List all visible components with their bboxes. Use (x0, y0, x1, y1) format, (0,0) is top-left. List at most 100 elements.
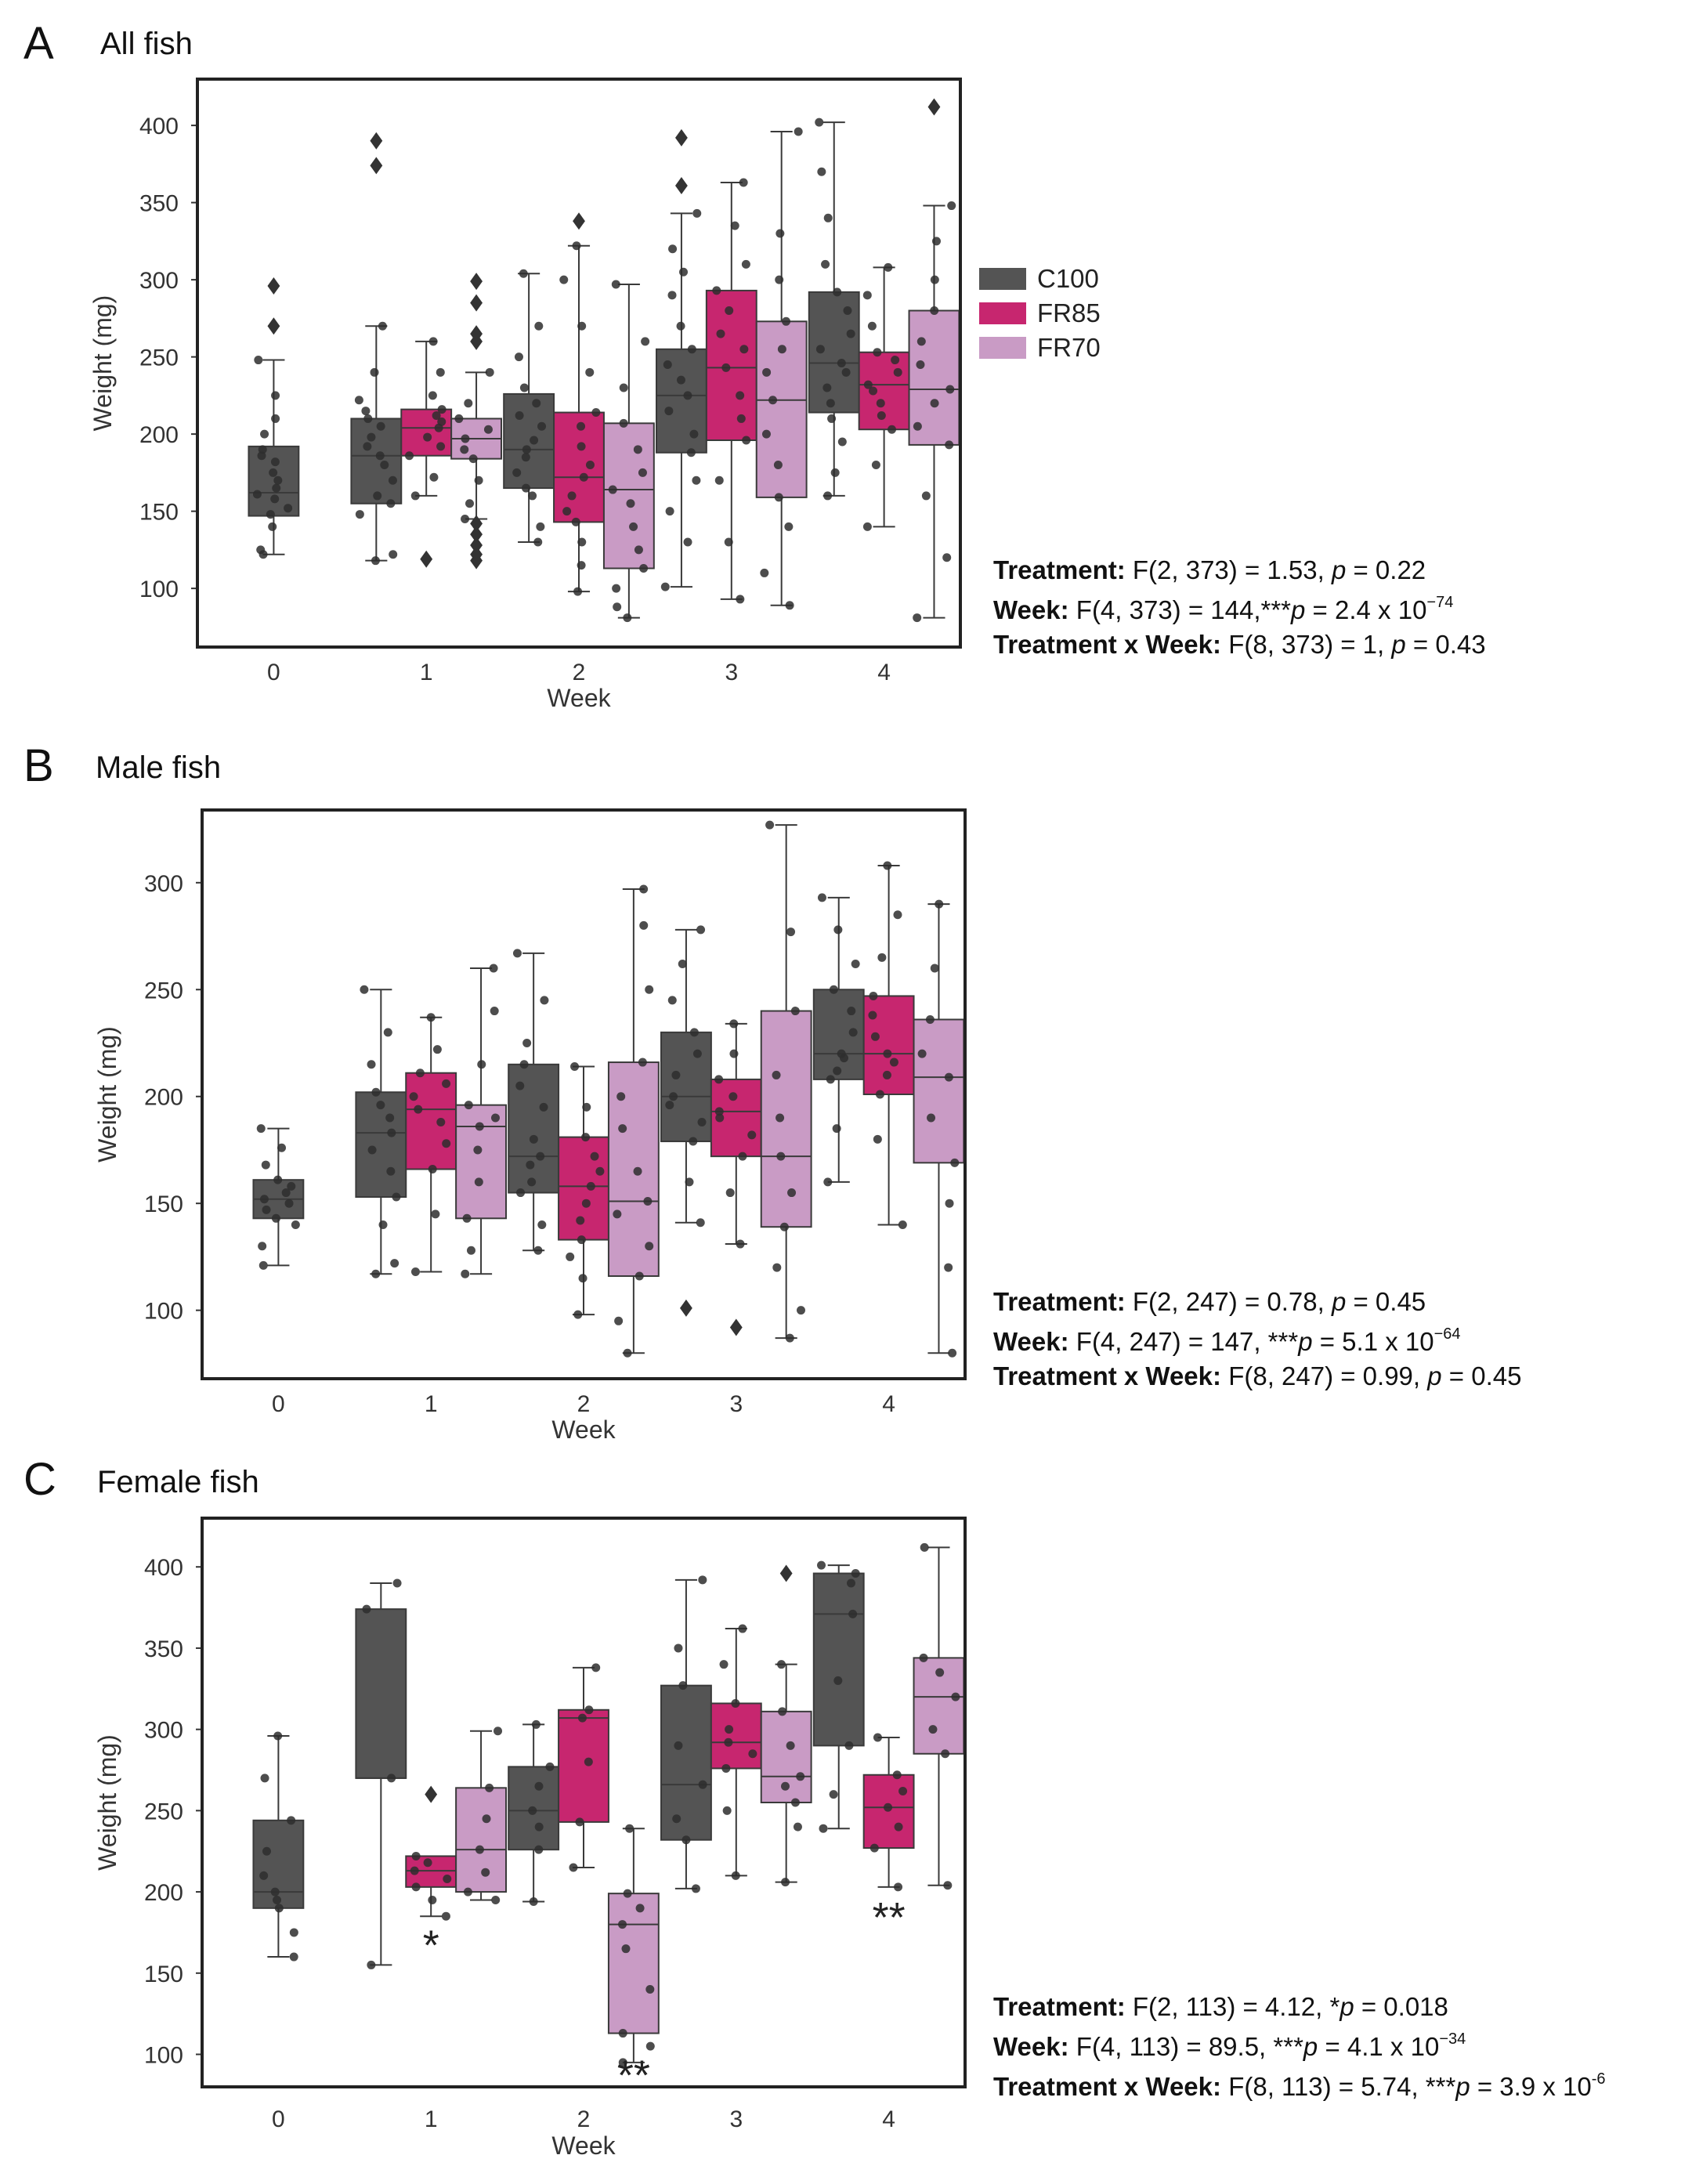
data-point (883, 861, 892, 870)
legend-swatch-fr70 (979, 337, 1026, 359)
y-tick-label: 250 (144, 1799, 183, 1824)
stat-label: Treatment: (993, 1992, 1126, 2021)
x-tick-label: 1 (420, 660, 433, 685)
box-fr70-week-3 (760, 1564, 812, 1887)
data-point (645, 985, 654, 994)
data-point (481, 1868, 490, 1877)
data-point (944, 1263, 953, 1272)
data-point (571, 517, 580, 526)
panel-a-chart: 100 150 200 250 300 350 400 0 1 2 3 4 Week Weight (mg… (89, 78, 962, 712)
data-point (260, 1774, 269, 1783)
data-point (385, 1113, 395, 1123)
data-point (414, 1105, 423, 1114)
data-point (577, 1235, 586, 1245)
data-point (660, 582, 670, 591)
plot-frame (201, 808, 967, 1380)
data-point (262, 1205, 271, 1214)
x-tick-label: 3 (725, 660, 738, 685)
data-point (721, 363, 731, 372)
data-point (361, 407, 371, 416)
data-point (875, 1090, 884, 1099)
data-point (512, 949, 522, 958)
x-tick-label: 4 (877, 660, 891, 685)
data-point (762, 367, 772, 377)
data-point (947, 201, 956, 211)
data-point (485, 367, 494, 377)
panel-b-stats: Treatment: F(2, 247) = 0.78, p = 0.45 We… (993, 1285, 1521, 1394)
box-body (355, 1091, 407, 1199)
data-point (474, 475, 483, 485)
data-point (645, 2041, 655, 2051)
data-point (634, 1271, 644, 1281)
box-fr85-week-3 (710, 1019, 762, 1336)
stat-p-value: = 0.43 (1405, 630, 1486, 659)
box-body (660, 1684, 712, 1841)
data-point (692, 1049, 702, 1058)
outlier-diamond (267, 277, 280, 295)
data-point (894, 1882, 903, 1892)
box-fr85-week-2 (553, 212, 605, 596)
data-point (527, 1177, 537, 1187)
stat-text: F(2, 247) = 0.78, (1132, 1287, 1332, 1316)
data-point (577, 321, 587, 331)
data-point (917, 1049, 927, 1058)
data-point (776, 1113, 785, 1123)
data-point (784, 522, 794, 531)
data-point (921, 491, 931, 501)
y-axis-label: Weight (mg) (93, 1734, 121, 1871)
data-point (887, 425, 896, 434)
data-point (873, 348, 882, 357)
data-point (258, 1242, 267, 1251)
data-point (793, 1822, 802, 1831)
data-point (821, 259, 830, 269)
panel-c-stat-interaction: Treatment x Week: F(8, 113) = 5.74, ***p… (993, 2064, 1606, 2104)
data-point (822, 383, 832, 392)
data-point (837, 359, 846, 367)
data-point (761, 429, 771, 439)
panel-c-title: Female fish (97, 1465, 259, 1499)
data-point (786, 1741, 795, 1750)
outlier-diamond (675, 176, 688, 194)
stat-p-value: = 5.1 x 10 (1312, 1327, 1434, 1356)
data-point (873, 1134, 882, 1144)
data-point (545, 1762, 555, 1771)
box-body (705, 289, 757, 442)
legend-label-c100: C100 (1037, 264, 1099, 293)
data-point (483, 425, 493, 434)
y-tick-label: 400 (144, 1555, 183, 1581)
stat-text: F(4, 247) = 147, *** (1076, 1327, 1299, 1356)
data-point (363, 414, 373, 423)
data-point (360, 985, 369, 994)
box-body (455, 1787, 508, 1893)
data-point (665, 1101, 674, 1110)
data-point (871, 461, 880, 470)
data-point (833, 1676, 843, 1685)
data-point (739, 178, 748, 187)
data-point (514, 353, 523, 362)
data-point (817, 1560, 826, 1570)
data-point (712, 286, 721, 295)
data-point (672, 1814, 682, 1824)
x-tick-label: 0 (272, 1391, 285, 1417)
legend-label-fr85: FR85 (1037, 298, 1101, 327)
y-tick-label: 250 (144, 978, 183, 1003)
data-point (768, 396, 778, 405)
data-point (432, 1045, 442, 1054)
data-point (519, 383, 529, 392)
stat-p-exponent: −74 (1426, 594, 1454, 611)
outlier-diamond (370, 157, 383, 175)
data-point (790, 1007, 800, 1016)
data-point (931, 237, 941, 246)
data-point (633, 1166, 642, 1176)
data-point (367, 1145, 377, 1155)
data-point (289, 1928, 298, 1937)
data-point (883, 1049, 892, 1058)
data-point (782, 316, 791, 326)
outlier-diamond (927, 98, 941, 116)
data-point (287, 1181, 296, 1191)
panel-c-stats: Treatment: F(2, 113) = 4.12, *p = 0.018 … (993, 1990, 1606, 2104)
legend-swatch-c100 (979, 268, 1026, 290)
box-fr85-week-4 (862, 1733, 915, 1892)
data-point (736, 1239, 745, 1249)
stat-label: Treatment x Week: (993, 630, 1222, 659)
